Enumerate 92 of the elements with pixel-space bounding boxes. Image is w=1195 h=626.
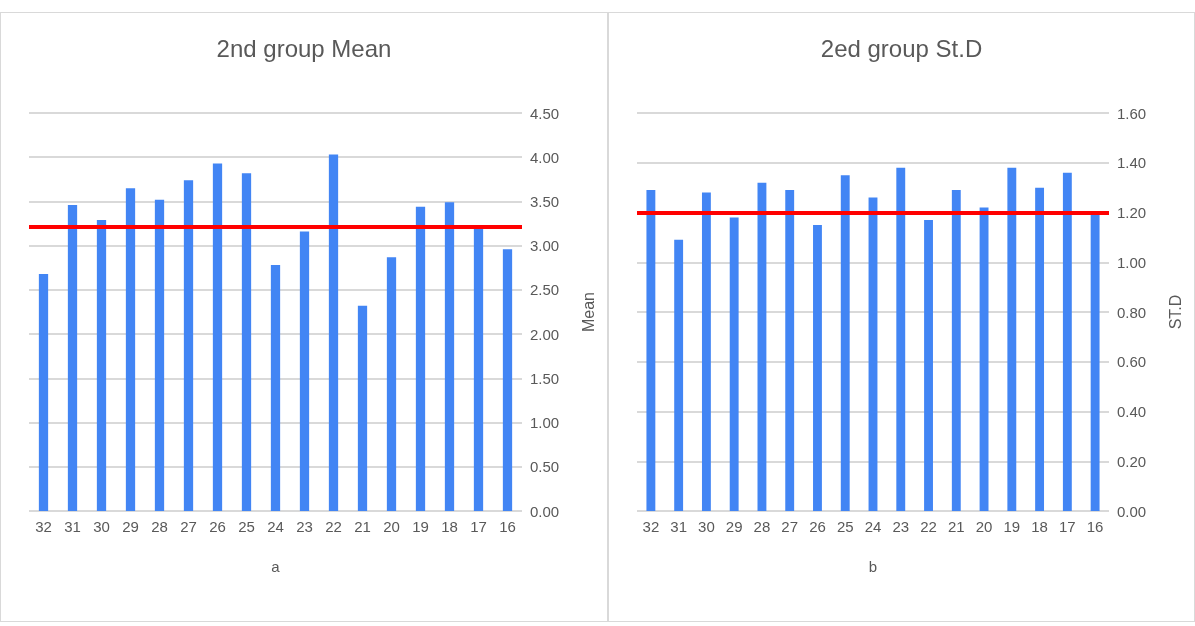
x-tick-label: 32 [642,518,660,535]
x-tick-label: 19 [1003,518,1021,535]
y-tick-label: 0.20 [1117,452,1147,470]
x-axis-title: a [271,558,281,575]
y-tick-label: 1.00 [1117,253,1147,271]
y-tick-label: 2.50 [530,281,560,299]
bar [502,249,513,511]
bar [299,231,310,511]
x-tick-label: 27 [781,518,799,535]
y-tick-label: 3.00 [530,237,560,255]
x-tick-label: 19 [412,518,429,535]
y-axis-title: ST.D [1166,294,1184,330]
x-tick-label: 29 [725,518,743,535]
x-tick-label: 27 [180,518,197,535]
x-tick-label: 24 [267,518,284,535]
bar [757,182,767,511]
bar [96,220,107,511]
y-tick-label: 1.60 [1117,104,1147,122]
bar [1007,167,1017,511]
bar [444,202,455,511]
chart-title: 2ed group St.D [820,34,983,62]
bar [1062,172,1072,511]
bar [154,199,165,511]
x-tick-label: 28 [151,518,168,535]
x-tick-label: 17 [1059,518,1076,535]
bar [896,167,906,511]
bar [473,227,484,511]
x-tick-label: 31 [64,518,81,535]
bar [979,207,989,511]
x-tick-label: 18 [1031,518,1048,535]
y-tick-label: 1.20 [1117,204,1147,221]
bar [840,175,850,511]
x-tick-label: 18 [441,518,458,535]
bar [1090,214,1100,511]
bar [415,206,426,511]
bar [125,188,136,511]
bar [67,204,78,511]
bar [674,239,684,511]
y-axis-title: Mean [579,291,597,333]
bar [646,190,656,511]
x-tick-label: 20 [383,518,400,535]
y-tick-label: 4.50 [530,104,560,122]
x-tick-label: 17 [470,518,487,535]
x-tick-label: 26 [209,518,226,535]
bar [1035,187,1045,511]
bar [701,192,711,511]
x-tick-label: 32 [35,518,52,535]
bar [183,180,194,511]
y-tick-label: 0.00 [1117,502,1147,520]
x-tick-label: 22 [325,518,342,535]
y-tick-label: 1.50 [530,369,560,387]
y-tick-label: 0.50 [530,458,560,476]
x-tick-label: 31 [670,518,687,535]
y-tick-label: 0.40 [1117,403,1147,420]
x-tick-label: 25 [238,518,255,535]
x-tick-label: 29 [122,518,139,535]
x-tick-label: 22 [920,518,937,535]
bar [270,265,281,511]
bar [813,224,822,511]
x-tick-label: 21 [354,518,371,535]
x-tick-label: 26 [809,518,826,535]
y-tick-label: 3.50 [530,192,560,210]
y-tick-label: 0.80 [1117,303,1147,321]
x-tick-label: 30 [93,518,110,535]
bar [328,154,339,511]
y-tick-label: 0.00 [530,502,560,520]
bar [38,273,49,511]
chart-title: 2nd group Mean [216,34,392,62]
bar [241,173,252,511]
x-tick-label: 23 [296,518,313,535]
bar [212,163,223,511]
x-axis-title: b [868,558,878,575]
bar [951,190,961,511]
y-tick-label: 1.00 [530,414,560,432]
bar [785,190,795,511]
y-tick-label: 0.60 [1117,353,1147,371]
bar [386,257,397,511]
x-tick-label: 23 [892,518,910,535]
x-tick-label: 16 [1086,518,1104,535]
y-tick-label: 1.40 [1117,154,1147,172]
bar [357,305,368,511]
y-tick-label: 4.00 [530,148,560,166]
x-tick-label: 25 [836,518,854,535]
x-tick-label: 30 [698,518,715,535]
y-tick-label: 2.00 [530,325,560,343]
bar [924,219,933,511]
x-tick-label: 28 [753,518,771,535]
x-tick-label: 21 [947,518,965,535]
x-tick-label: 16 [499,518,516,535]
x-tick-label: 20 [975,518,993,535]
bar [729,217,739,511]
x-tick-label: 24 [864,518,882,535]
